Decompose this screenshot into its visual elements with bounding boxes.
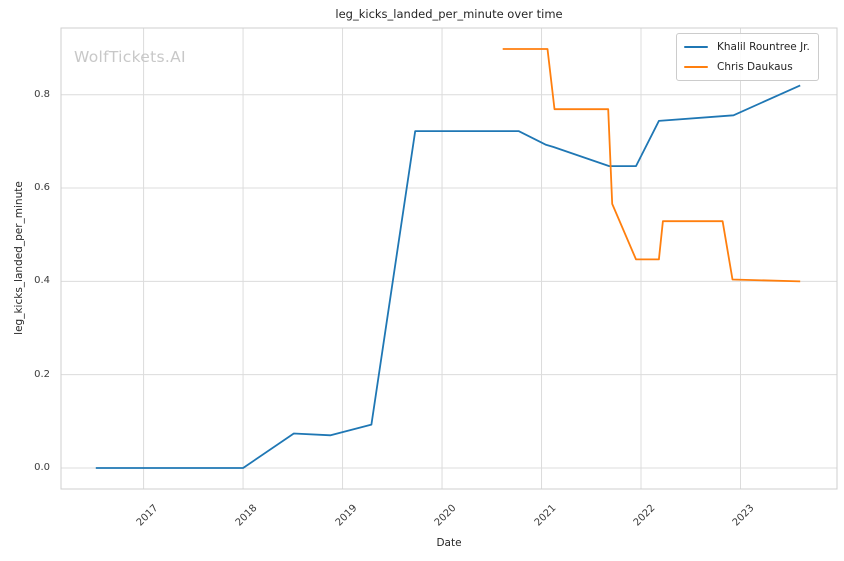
y-axis-label: leg_kicks_landed_per_minute <box>13 181 25 335</box>
plot-border <box>60 27 838 490</box>
legend-label: Khalil Rountree Jr. <box>717 41 810 53</box>
legend-line-sample-blue <box>684 46 708 48</box>
y-tick-0.2: 0.2 <box>34 368 50 380</box>
series-line-chris-daukaus <box>502 48 801 283</box>
y-tick-0.6: 0.6 <box>34 182 50 193</box>
chart-title: leg_kicks_landed_per_minute over time <box>335 7 563 21</box>
y-tick-0.0: 0.0 <box>34 462 50 473</box>
series-line-khalil-rountree-jr <box>95 84 801 469</box>
legend-item-khalil-rountree-jr: Khalil Rountree Jr. <box>684 39 810 55</box>
legend: Khalil Rountree Jr. Chris Daukaus <box>676 33 819 81</box>
legend-line-sample-orange <box>684 66 708 68</box>
legend-label: Chris Daukaus <box>717 61 793 73</box>
y-tick-0.4: 0.4 <box>34 275 50 287</box>
legend-item-chris-daukaus: Chris Daukaus <box>684 59 810 75</box>
watermark: WolfTickets.AI <box>74 48 186 66</box>
x-axis-label: Date <box>436 537 462 549</box>
y-tick-0.8: 0.8 <box>34 88 50 100</box>
